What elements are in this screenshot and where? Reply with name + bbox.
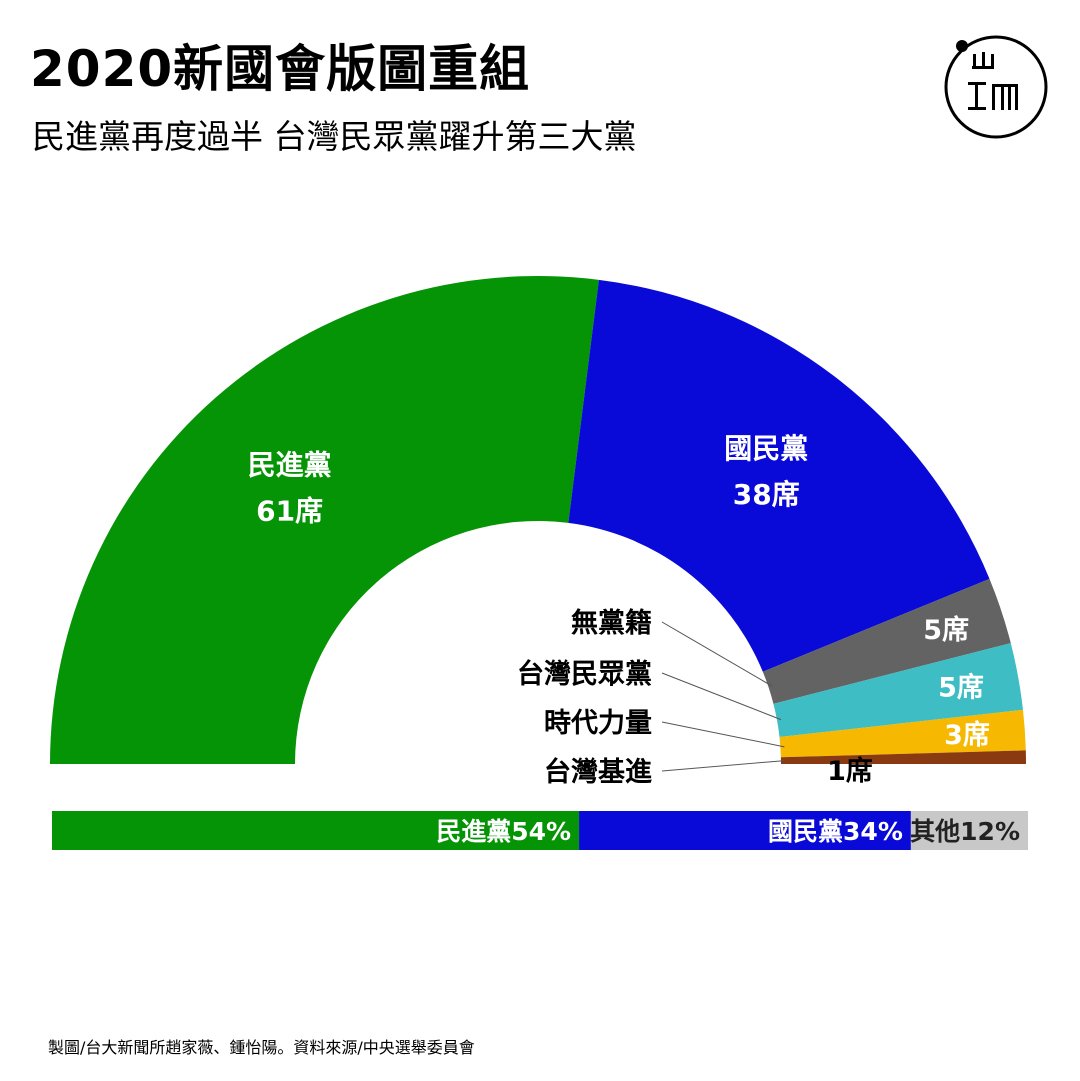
chart-title: 2020新國會版圖重組 [30, 40, 531, 98]
donut-segment [773, 643, 1023, 738]
bar-segment [52, 811, 580, 850]
donut-segment [568, 279, 990, 672]
callout-line [661, 672, 782, 721]
donut-segment [50, 275, 599, 764]
callout-party-label: 台灣基進 [544, 756, 652, 788]
segment-party-label: 國民黨 [724, 432, 808, 465]
source-credit: 製圖/台大新聞所趙家薇、鍾怡陽。資料來源/中央選舉委員會 [48, 1038, 475, 1057]
callout-party-label: 台灣民眾黨 [517, 658, 652, 690]
callout-line [661, 760, 786, 772]
bar-segment-label: 其他12% [910, 817, 1020, 846]
segment-seat-label: 3席 [944, 719, 990, 751]
callout-line [661, 621, 773, 687]
callout-party-label: 無黨籍 [571, 607, 652, 639]
donut-segment [780, 750, 1026, 764]
bar-segment-label: 民進黨54% [436, 817, 571, 846]
callout-party-label: 時代力量 [544, 708, 652, 739]
segment-seat-label: 5席 [938, 672, 984, 704]
segment-seat-label: 5席 [923, 614, 969, 646]
chart-subtitle: 民進黨再度過半 台灣民眾黨躍升第三大黨 [32, 117, 637, 156]
segment-seat-label: 61席 [256, 494, 323, 527]
callout-line [661, 721, 785, 748]
initium-logo-icon [944, 35, 1048, 139]
bar-segment-label: 國民黨34% [768, 817, 903, 846]
bar-segment [579, 811, 911, 850]
seat-chart: 民進黨 61席 國民黨 38席 5席 5席 3席 1席 無黨籍台灣民眾黨時代力量台灣基進民進黨5… [50, 275, 1028, 850]
donut-segment [762, 578, 1011, 704]
donut-segment [779, 709, 1026, 758]
segment-seat-label: 38席 [733, 478, 800, 511]
segment-party-label: 民進黨 [248, 448, 332, 481]
segment-seat-label: 1席 [827, 755, 873, 787]
bar-segment [910, 811, 1028, 850]
